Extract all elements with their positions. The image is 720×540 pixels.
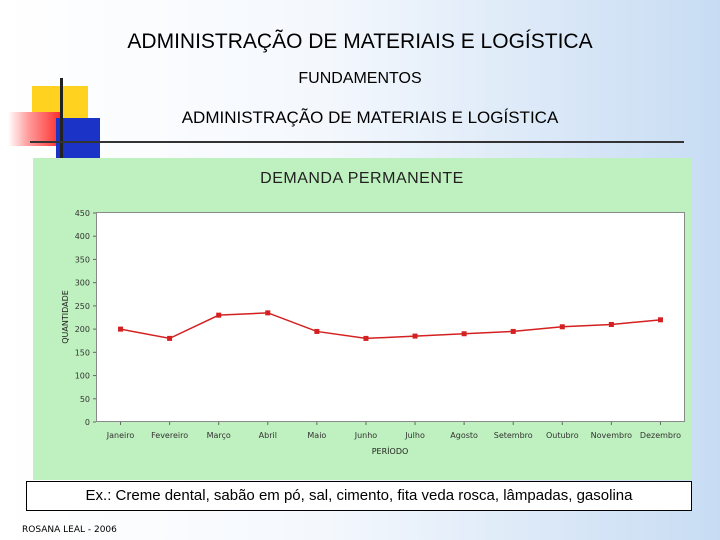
data-point-setembro [510,328,516,334]
footer-credit: ROSANA LEAL - 2006 [22,525,117,535]
decorative-red-gradient [8,112,60,146]
y-tick-label: 100 [75,372,90,381]
data-point-janeiro [118,326,124,332]
y-tick-label: 350 [75,255,90,264]
series-line [120,312,661,340]
data-point-março [216,312,222,318]
data-point-agosto [461,331,467,337]
data-point-julho [412,333,418,339]
x-axis-ticks: Janeiro Fevereiro Março Abril Maio Junho Julho… [106,422,681,440]
x-axis-label: PERÍODO [372,445,409,456]
data-point-abril [265,310,271,316]
y-axis-label: QUANTIDADE [61,290,70,344]
example-text-box: Ex.: Creme dental, sabão em pó, sal, cim… [26,481,692,511]
data-point-fevereiro [167,335,173,341]
x-tick-label: Outubro [546,431,579,440]
y-tick-label: 200 [75,325,90,334]
chart-title: DEMANDA PERMANENTE [260,170,464,187]
data-point-dezembro [657,317,663,323]
y-tick-label: 250 [75,302,90,311]
x-tick-label: Junho [354,431,378,440]
title-divider-line [30,141,684,143]
x-tick-label: Janeiro [106,431,135,440]
y-tick-label: 300 [75,279,90,288]
y-tick-label: 50 [80,395,90,404]
x-tick-label: Abril [259,431,277,440]
slide-title: ADMINISTRAÇÃO DE MATERIAIS E LOGÍSTICA [127,30,593,53]
x-tick-label: Março [207,431,231,440]
x-tick-label: Julho [404,431,425,440]
y-axis-ticks: 0 50 100 150 200 250 300 350 400 450 [75,209,96,427]
series-points [118,310,663,341]
section-title: ADMINISTRAÇÃO DE MATERIAIS E LOGÍSTICA [181,108,559,127]
decorative-blue-square [56,118,100,158]
x-tick-label: Agosto [450,431,478,440]
data-point-maio [314,328,320,334]
y-tick-label: 0 [85,418,90,427]
x-tick-label: Maio [307,431,326,440]
y-tick-label: 150 [75,348,90,357]
slide-subtitle: FUNDAMENTOS [298,70,422,87]
plot-area [96,212,685,422]
x-tick-label: Setembro [494,431,533,440]
x-tick-label: Fevereiro [151,431,188,440]
data-point-novembro [608,321,614,327]
data-point-outubro [559,324,565,330]
y-tick-label: 400 [75,232,90,241]
x-tick-label: Novembro [591,431,633,440]
y-tick-label: 450 [75,209,90,218]
data-point-junho [363,335,369,341]
decorative-vertical-line [60,78,63,160]
x-tick-label: Dezembro [640,431,681,440]
